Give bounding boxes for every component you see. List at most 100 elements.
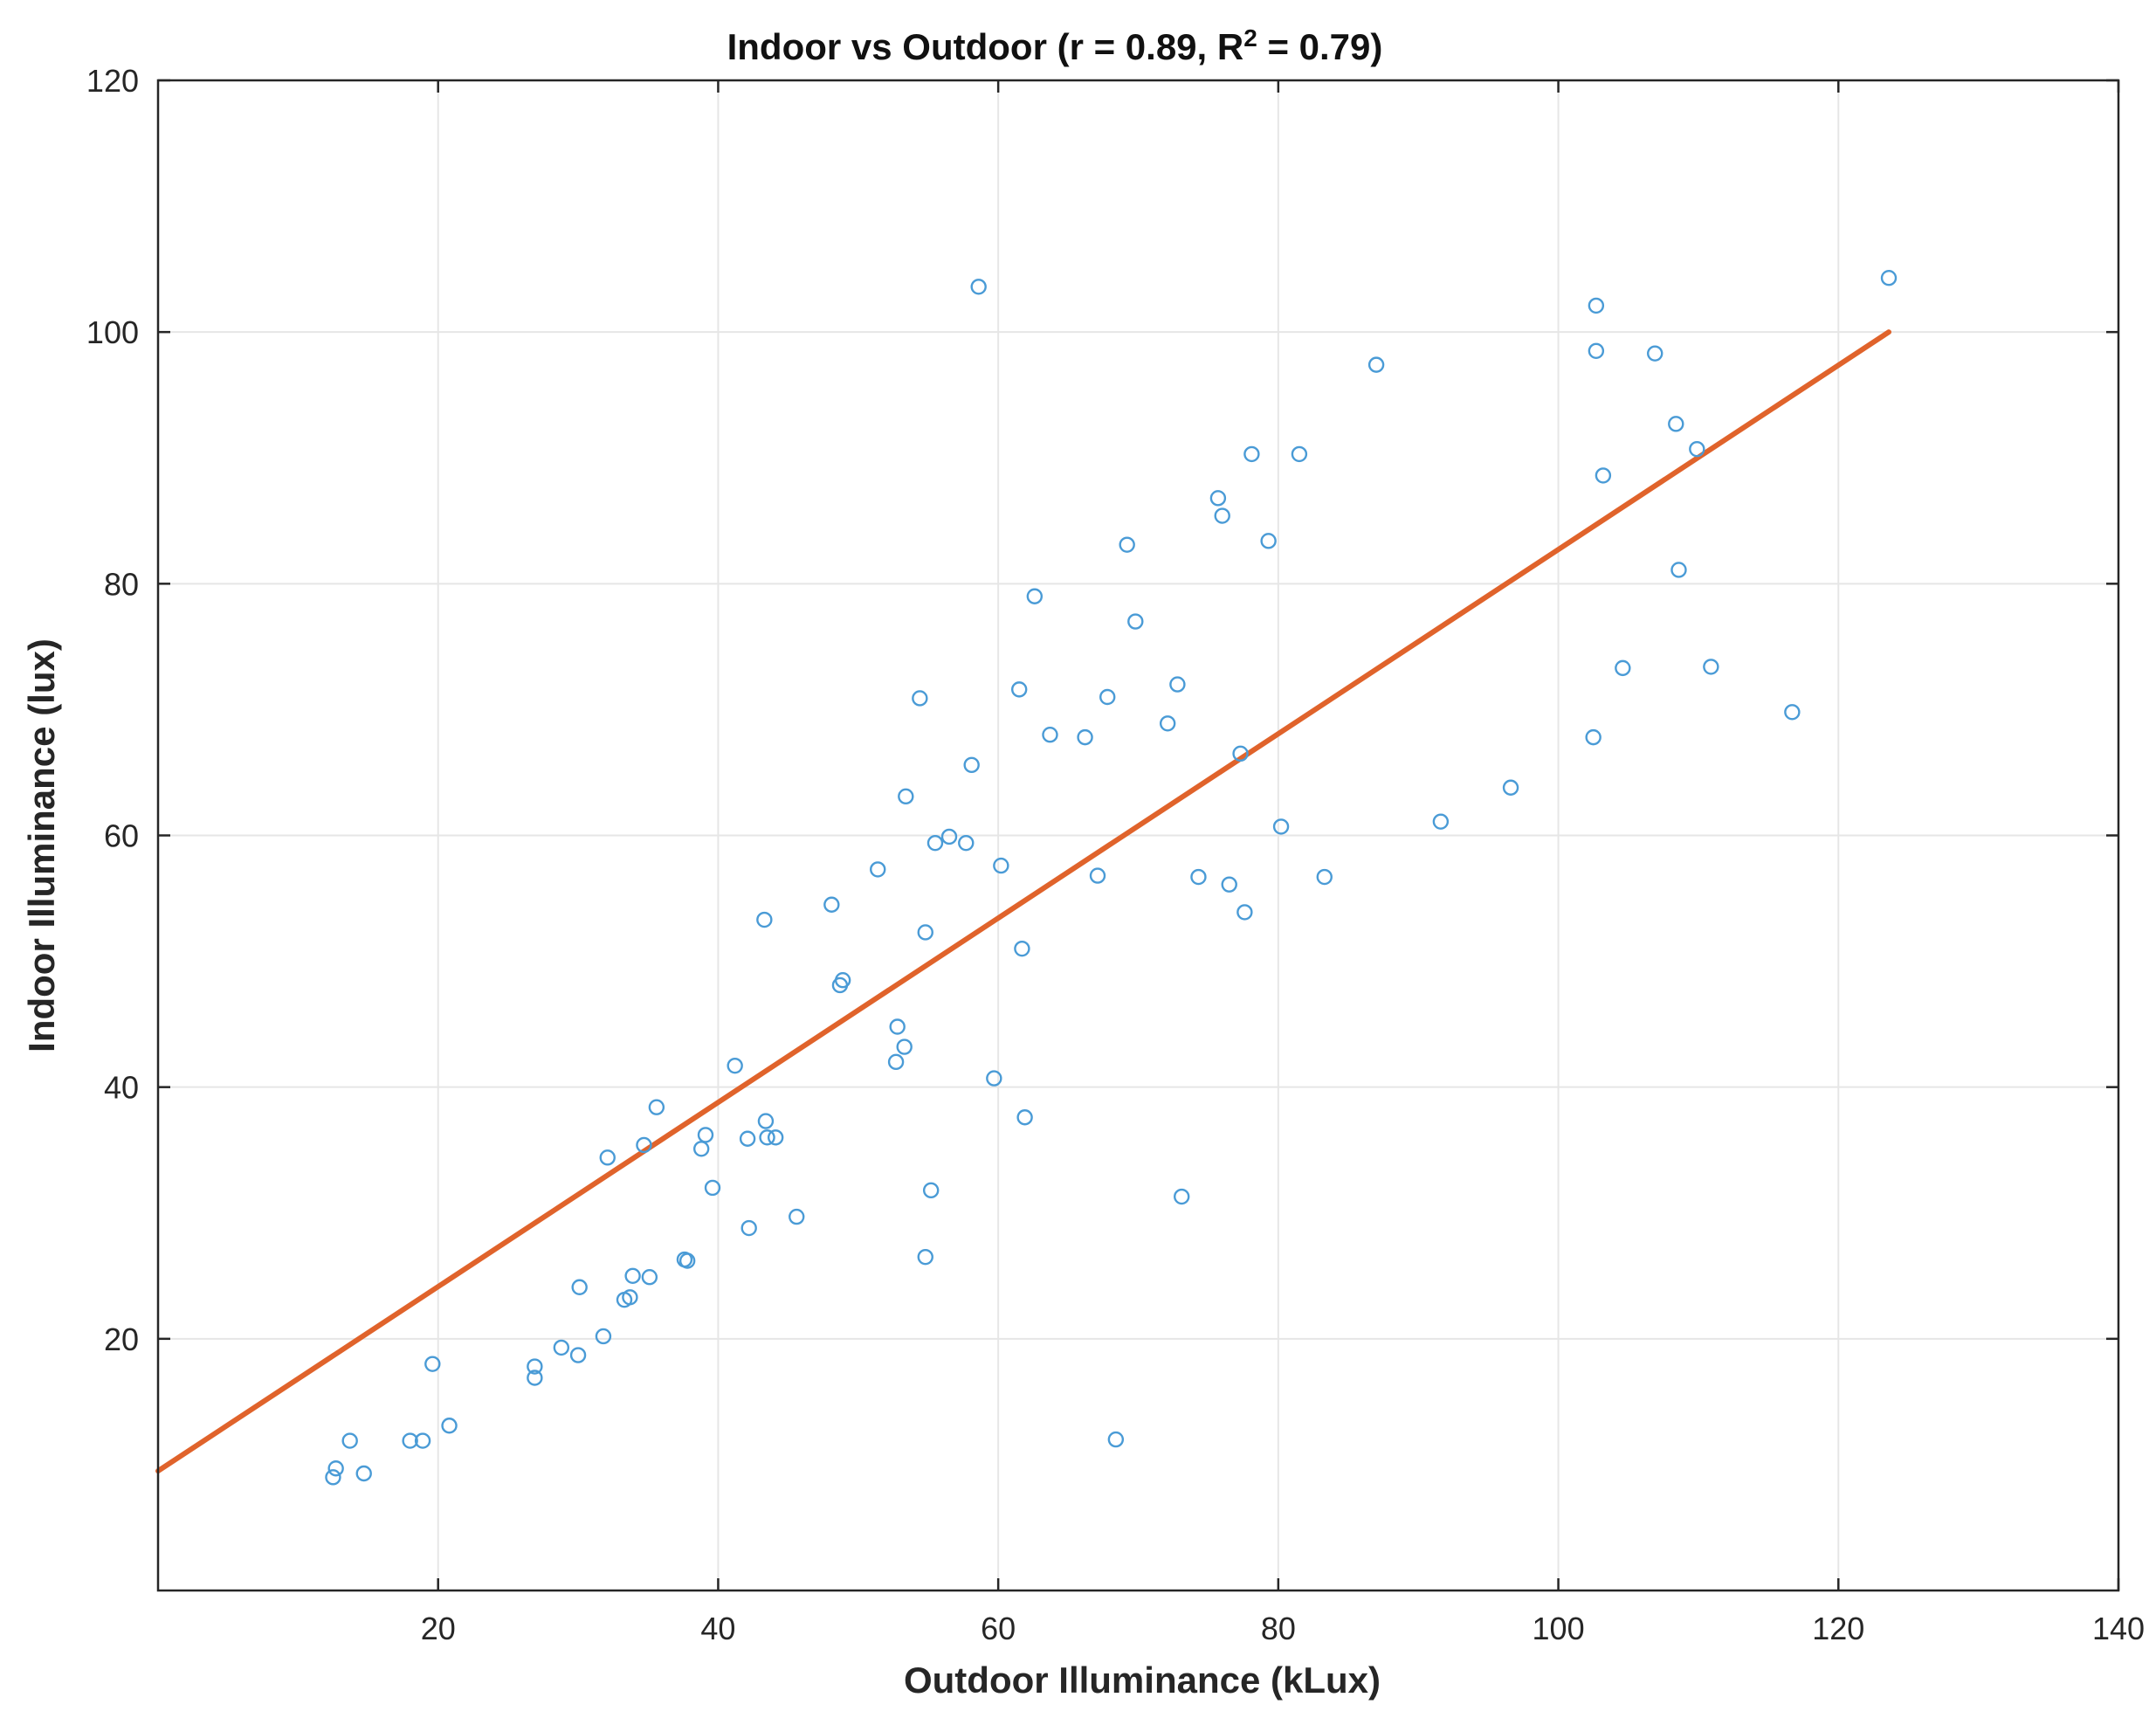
y-tick-label: 20 <box>104 1321 139 1357</box>
data-point <box>970 279 987 295</box>
data-point <box>727 1057 743 1074</box>
data-point <box>648 1099 665 1115</box>
axes-frame <box>156 79 2120 1592</box>
data-point <box>595 1328 612 1345</box>
data-point <box>327 1460 344 1477</box>
data-point <box>1089 867 1106 884</box>
data-point <box>1107 1431 1125 1448</box>
data-point <box>1595 467 1612 484</box>
data-point <box>757 1113 775 1129</box>
data-point <box>898 788 914 805</box>
data-point <box>993 857 1009 874</box>
data-point <box>355 1465 372 1482</box>
data-point <box>1042 727 1058 743</box>
data-point <box>441 1418 458 1434</box>
data-point <box>1159 715 1176 732</box>
data-point <box>912 690 928 707</box>
data-point <box>553 1339 570 1356</box>
data-point <box>341 1432 358 1449</box>
chart-title: Indoor vs Outdoor (r = 0.89, R2 = 0.79) <box>727 24 1383 68</box>
data-point <box>1169 676 1186 693</box>
data-point <box>1214 507 1230 524</box>
data-point <box>889 1018 906 1035</box>
data-point <box>527 1370 543 1386</box>
data-point <box>1291 445 1308 463</box>
data-point <box>834 971 851 989</box>
data-point <box>692 1141 710 1157</box>
data-point <box>1703 659 1719 675</box>
data-point <box>1236 904 1253 921</box>
data-point <box>870 861 886 878</box>
y-tick-label: 40 <box>104 1070 139 1106</box>
y-tick-label: 120 <box>86 63 139 99</box>
x-tick-label: 140 <box>2092 1611 2145 1646</box>
data-point <box>1221 876 1237 893</box>
data-point <box>424 1356 441 1372</box>
data-point <box>1615 659 1631 677</box>
data-point <box>571 1279 588 1295</box>
data-point <box>402 1432 418 1449</box>
data-point <box>527 1358 543 1375</box>
chart-title-superscript: 2 <box>1243 24 1257 52</box>
x-tick-label: 120 <box>1812 1611 1864 1646</box>
data-point <box>1585 728 1602 746</box>
data-point <box>917 1248 933 1266</box>
data-point <box>963 756 980 774</box>
data-point <box>740 1219 757 1237</box>
data-point <box>896 1038 913 1055</box>
x-tick-label: 100 <box>1533 1611 1585 1646</box>
data-point <box>599 1149 616 1166</box>
data-point <box>940 828 958 845</box>
data-point <box>1010 681 1028 698</box>
data-point <box>624 1267 641 1284</box>
data-point <box>697 1127 714 1143</box>
data-point <box>789 1208 805 1225</box>
data-point <box>1127 613 1144 630</box>
fit-line-layer <box>155 329 1892 1474</box>
data-point <box>922 1182 940 1199</box>
x-tick-label: 80 <box>1261 1611 1296 1646</box>
data-point <box>1588 342 1605 359</box>
data-point <box>636 1136 652 1154</box>
data-point <box>325 1469 341 1486</box>
y-tick-label: 100 <box>86 314 139 350</box>
grid-lines <box>158 80 2118 1590</box>
data-point <box>704 1179 721 1197</box>
data-point <box>1432 813 1450 830</box>
data-point <box>1119 536 1135 553</box>
data-point <box>887 1053 905 1071</box>
y-tick-label: 60 <box>104 818 139 854</box>
data-point <box>1588 297 1605 314</box>
data-point <box>1026 588 1044 604</box>
data-point <box>1243 445 1260 463</box>
data-point <box>1784 704 1801 721</box>
data-point <box>1689 440 1705 458</box>
x-tick-label: 60 <box>981 1611 1016 1646</box>
data-point <box>1367 356 1385 373</box>
data-point <box>756 911 773 928</box>
data-point <box>1190 868 1207 886</box>
data-point <box>917 924 933 941</box>
x-axis-label: Outdoor Illuminance (kLux) <box>904 1659 1381 1701</box>
y-tick-label: 80 <box>104 566 139 602</box>
data-point <box>1209 490 1227 507</box>
data-point <box>622 1289 638 1306</box>
data-point <box>678 1252 696 1269</box>
data-point <box>1174 1188 1190 1205</box>
data-point <box>958 834 975 852</box>
data-point <box>759 1129 775 1146</box>
data-point <box>414 1432 431 1449</box>
y-axis-label: Indoor Illuminance (lux) <box>21 638 62 1052</box>
data-point <box>1647 345 1663 362</box>
data-point <box>1670 562 1687 578</box>
x-tick-label: 40 <box>700 1611 735 1646</box>
data-point <box>1014 940 1030 957</box>
data-point <box>739 1130 756 1147</box>
data-point <box>1502 779 1519 796</box>
data-point <box>569 1347 587 1363</box>
data-point <box>1232 745 1249 762</box>
fit-line <box>155 329 1892 1474</box>
data-point <box>1077 728 1093 746</box>
x-tick-label: 20 <box>421 1611 456 1646</box>
